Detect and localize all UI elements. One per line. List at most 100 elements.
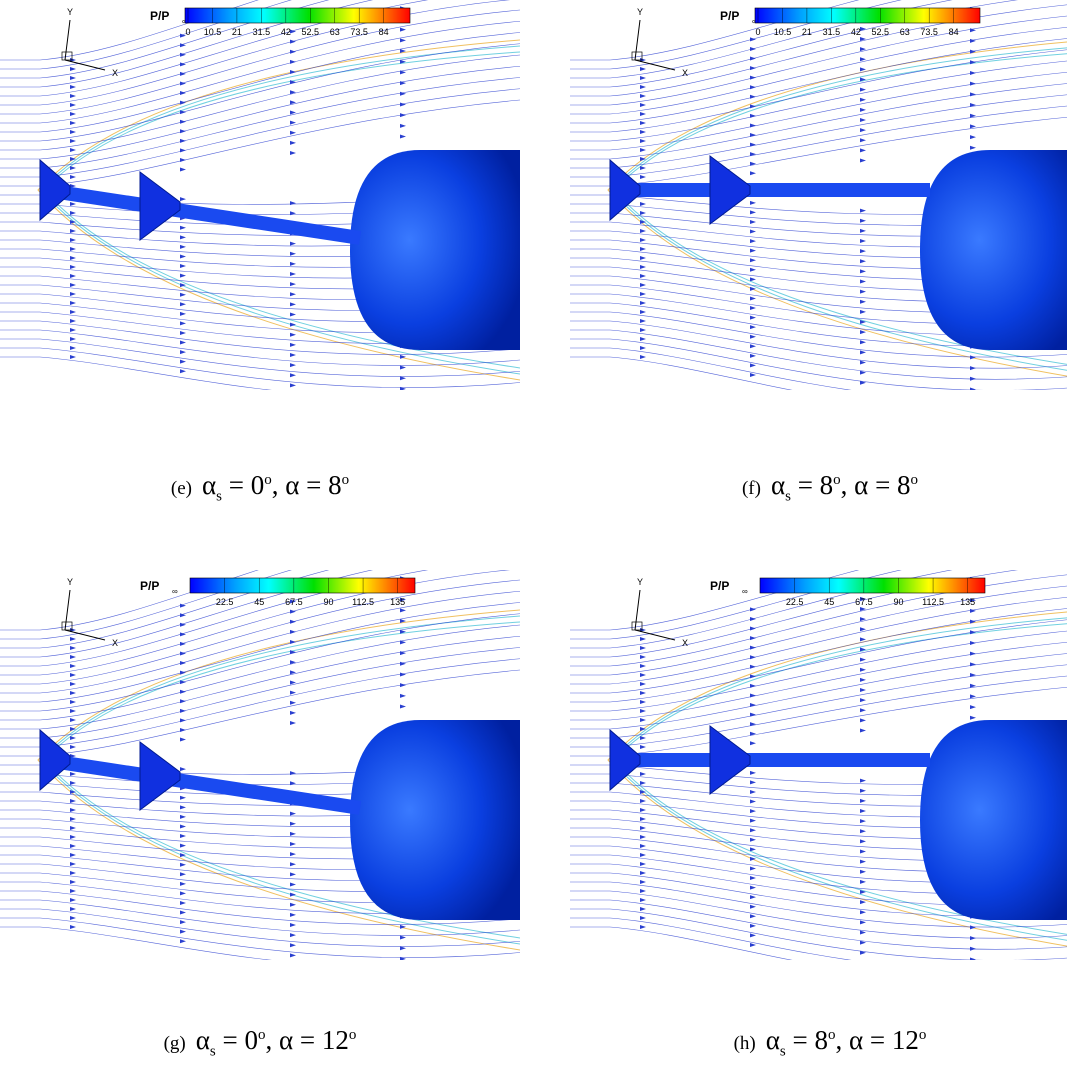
arrow xyxy=(860,627,866,631)
arrow xyxy=(290,343,296,347)
caption-formula: = 0 xyxy=(216,1025,258,1055)
arrow xyxy=(290,333,296,337)
arrow xyxy=(70,130,76,134)
arrow xyxy=(640,67,646,71)
arrow xyxy=(640,301,646,305)
arrow xyxy=(750,828,756,832)
arrow xyxy=(640,337,646,341)
arrow xyxy=(70,112,76,116)
arrow xyxy=(400,124,406,128)
colorbar-tick-label: 42 xyxy=(851,27,861,37)
colorbar-tick-label: 52.5 xyxy=(302,27,320,37)
axis-y-label: Y xyxy=(637,7,643,17)
arrow xyxy=(970,387,976,390)
arrow xyxy=(290,923,296,927)
arrow xyxy=(750,905,756,909)
colorbar-tick-label: 67.5 xyxy=(855,597,873,607)
arrow xyxy=(180,293,186,297)
arrow xyxy=(180,863,186,867)
arrow xyxy=(290,771,296,775)
arrow xyxy=(860,658,866,662)
arrow xyxy=(70,682,76,686)
colorbar-tick-label: 73.5 xyxy=(920,27,938,37)
arrow xyxy=(70,76,76,80)
cone xyxy=(710,156,750,224)
arrow xyxy=(70,337,76,341)
arrow xyxy=(290,282,296,286)
arrow xyxy=(750,771,756,775)
colorbar-tick-label: 42 xyxy=(281,27,291,37)
arrow xyxy=(750,809,756,813)
caption-formula: = 8 xyxy=(791,470,833,500)
arrow xyxy=(750,210,756,214)
arrow xyxy=(640,889,646,893)
arrow xyxy=(70,94,76,98)
arrow xyxy=(750,239,756,243)
arrow xyxy=(640,256,646,260)
colorbar xyxy=(755,8,980,23)
arrow xyxy=(70,328,76,332)
arrow xyxy=(180,882,186,886)
arrow xyxy=(70,772,76,776)
arrow xyxy=(640,121,646,125)
flow-field: YXP/P∞22.54567.590112.5135 xyxy=(570,570,1067,960)
caption-tag: (e) xyxy=(171,478,192,499)
arrow xyxy=(860,67,866,71)
axis-x-label: X xyxy=(682,638,688,648)
arrow xyxy=(70,211,76,215)
arrow xyxy=(290,883,296,887)
colorbar-label-sub: ∞ xyxy=(742,587,748,596)
arrow xyxy=(860,931,866,935)
arrow xyxy=(290,862,296,866)
arrow xyxy=(70,175,76,179)
arrow xyxy=(640,355,646,359)
arrow xyxy=(860,900,866,904)
arrow xyxy=(180,872,186,876)
arrow xyxy=(400,694,406,698)
arrow xyxy=(70,664,76,668)
colorbar-label: P/P xyxy=(720,9,739,23)
colorbar xyxy=(190,578,415,593)
arrow xyxy=(400,608,406,612)
arrow xyxy=(860,910,866,914)
page: {"panels": [ {"axis_y": "Y", "axis_x": "… xyxy=(0,0,1067,1083)
arrow xyxy=(860,809,866,813)
arrow xyxy=(970,936,976,940)
cone xyxy=(710,726,750,794)
arrow xyxy=(860,159,866,163)
arrow xyxy=(640,211,646,215)
arrow xyxy=(180,920,186,924)
arrow xyxy=(750,914,756,918)
arrow xyxy=(860,860,866,864)
arrow xyxy=(70,880,76,884)
arrow xyxy=(860,839,866,843)
arrow xyxy=(860,361,866,365)
arrow xyxy=(180,738,186,742)
arrow xyxy=(750,838,756,842)
arrow xyxy=(70,781,76,785)
arrow xyxy=(290,262,296,266)
arrow xyxy=(640,844,646,848)
arrow xyxy=(180,321,186,325)
arrow xyxy=(640,139,646,143)
colorbar-tick-label: 45 xyxy=(824,597,834,607)
arrow xyxy=(640,745,646,749)
arrow xyxy=(290,242,296,246)
streamline xyxy=(0,625,520,720)
axis-x-label: X xyxy=(682,68,688,78)
colorbar-tick-label: 90 xyxy=(323,597,333,607)
arrow xyxy=(860,708,866,712)
arrow xyxy=(860,779,866,783)
axis-line xyxy=(65,590,70,630)
colorbar xyxy=(185,8,410,23)
arrow xyxy=(970,716,976,720)
arrow xyxy=(290,943,296,947)
caption: (h)αs = 8o, α = 12o xyxy=(570,1025,1067,1060)
cone xyxy=(610,730,640,790)
arrow xyxy=(400,705,406,709)
arrow xyxy=(180,274,186,278)
arrow xyxy=(70,691,76,695)
colorbar-tick-label: 63 xyxy=(900,27,910,37)
arrow xyxy=(640,94,646,98)
arrow xyxy=(290,842,296,846)
